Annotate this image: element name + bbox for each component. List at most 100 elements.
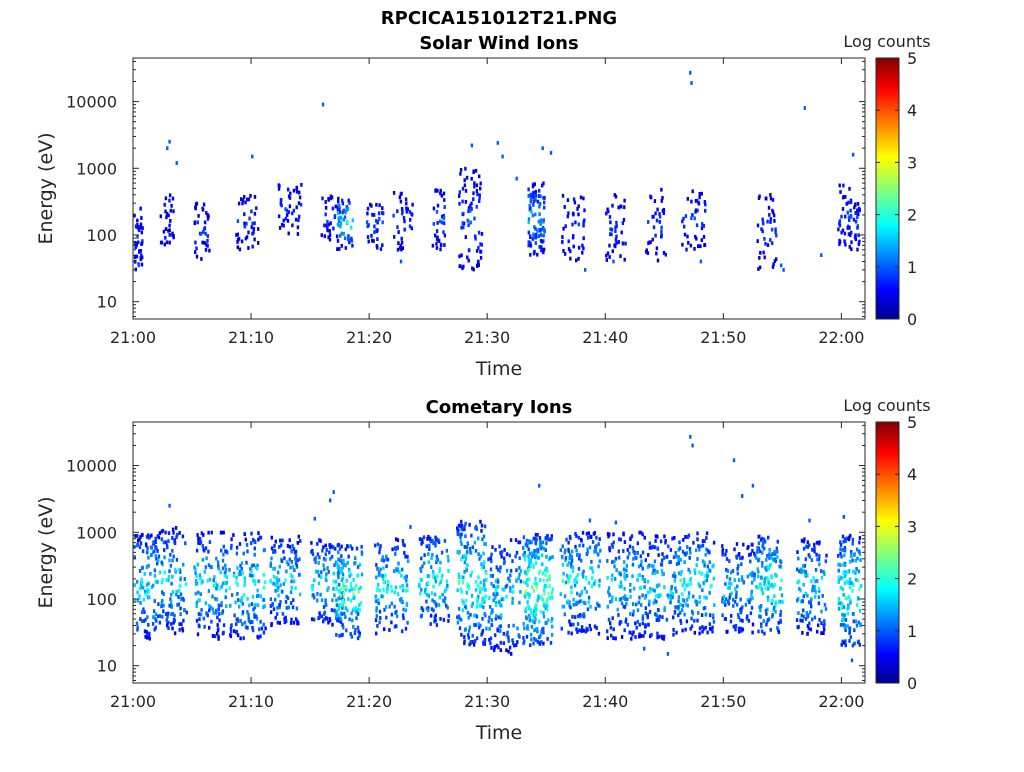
data-cell [312, 593, 315, 597]
x-tick-label: 21:00 [110, 328, 156, 347]
data-cell [474, 168, 478, 173]
data-cell [395, 610, 398, 614]
data-cell [744, 602, 748, 607]
data-cell [808, 518, 811, 523]
data-cell [722, 600, 725, 604]
data-cell [241, 622, 244, 627]
data-cell [606, 576, 609, 580]
data-cell [375, 631, 378, 636]
data-cell [512, 623, 515, 628]
data-cell [318, 611, 321, 616]
data-cell [647, 553, 650, 557]
data-cell [710, 583, 713, 588]
data-cell [372, 239, 375, 243]
data-cell [434, 540, 437, 545]
data-cell [728, 581, 731, 586]
data-cell [378, 588, 382, 593]
data-cell [342, 586, 346, 591]
data-cell [746, 598, 750, 602]
data-cell [814, 595, 817, 599]
data-cell [206, 215, 210, 219]
data-cell [354, 628, 357, 632]
data-cell [802, 564, 805, 568]
data-cell [173, 541, 177, 545]
data-cell [648, 610, 652, 614]
data-cell [619, 254, 622, 258]
data-cell [285, 606, 288, 610]
data-cell [660, 225, 663, 230]
data-cell [461, 186, 465, 191]
data-cell [843, 553, 846, 558]
data-cell [544, 536, 547, 541]
data-cell [369, 202, 372, 207]
data-cell [538, 483, 541, 488]
data-cell [167, 539, 170, 543]
data-cell [698, 600, 702, 605]
data-cell [480, 565, 484, 570]
data-cell [195, 618, 199, 623]
data-cell [780, 578, 783, 583]
data-cell [435, 246, 439, 250]
data-cell [435, 209, 439, 214]
data-cell [325, 223, 328, 228]
data-cell [629, 536, 632, 541]
data-cell [533, 637, 536, 641]
y-tick-label: 10 [97, 657, 117, 676]
data-cell [538, 578, 542, 582]
data-cell [336, 239, 340, 243]
data-cell [206, 213, 209, 217]
data-cell [541, 571, 545, 576]
data-cell [583, 208, 586, 213]
data-cell [202, 227, 206, 232]
data-cell [478, 557, 481, 561]
data-cell [530, 554, 534, 559]
data-cell [813, 585, 816, 589]
data-cell [356, 573, 360, 578]
data-cell [217, 566, 220, 571]
data-cell [766, 219, 769, 224]
data-cell [700, 613, 704, 617]
data-cell [278, 226, 282, 230]
data-cell [456, 620, 460, 625]
data-cell [338, 619, 341, 623]
data-cell [703, 560, 706, 565]
data-cell [404, 588, 408, 593]
data-cell [763, 576, 767, 581]
data-cell [511, 584, 515, 589]
data-cell [646, 565, 650, 569]
data-cell [277, 570, 280, 575]
data-cell [463, 635, 466, 639]
data-cell [432, 206, 436, 211]
data-cell [531, 585, 534, 589]
data-cell [580, 629, 583, 633]
data-cell [346, 207, 350, 211]
data-cell [514, 538, 518, 542]
data-cell [492, 648, 496, 653]
data-cell [463, 545, 466, 549]
figure-title: RPCICA151012T21.PNG [381, 8, 617, 29]
data-cell [337, 219, 341, 223]
data-cell [345, 585, 348, 589]
data-cell [803, 106, 806, 110]
data-cell [809, 627, 812, 632]
data-cell [327, 235, 330, 240]
data-cell [336, 205, 339, 210]
data-cell [175, 592, 178, 597]
data-cell [527, 194, 530, 198]
data-cell [349, 598, 353, 603]
data-cell [274, 582, 278, 587]
data-cell [352, 596, 355, 601]
data-cell [609, 227, 612, 232]
data-cell [179, 577, 182, 582]
data-cell [672, 615, 675, 620]
data-cell [438, 582, 441, 587]
data-cell [473, 540, 477, 545]
data-cell [469, 208, 472, 213]
data-cell [345, 220, 349, 224]
data-cell [542, 218, 545, 223]
data-cell [499, 565, 502, 570]
data-cell [314, 569, 318, 574]
data-cell [166, 146, 169, 151]
data-cell [766, 554, 769, 558]
data-cell [459, 535, 462, 540]
